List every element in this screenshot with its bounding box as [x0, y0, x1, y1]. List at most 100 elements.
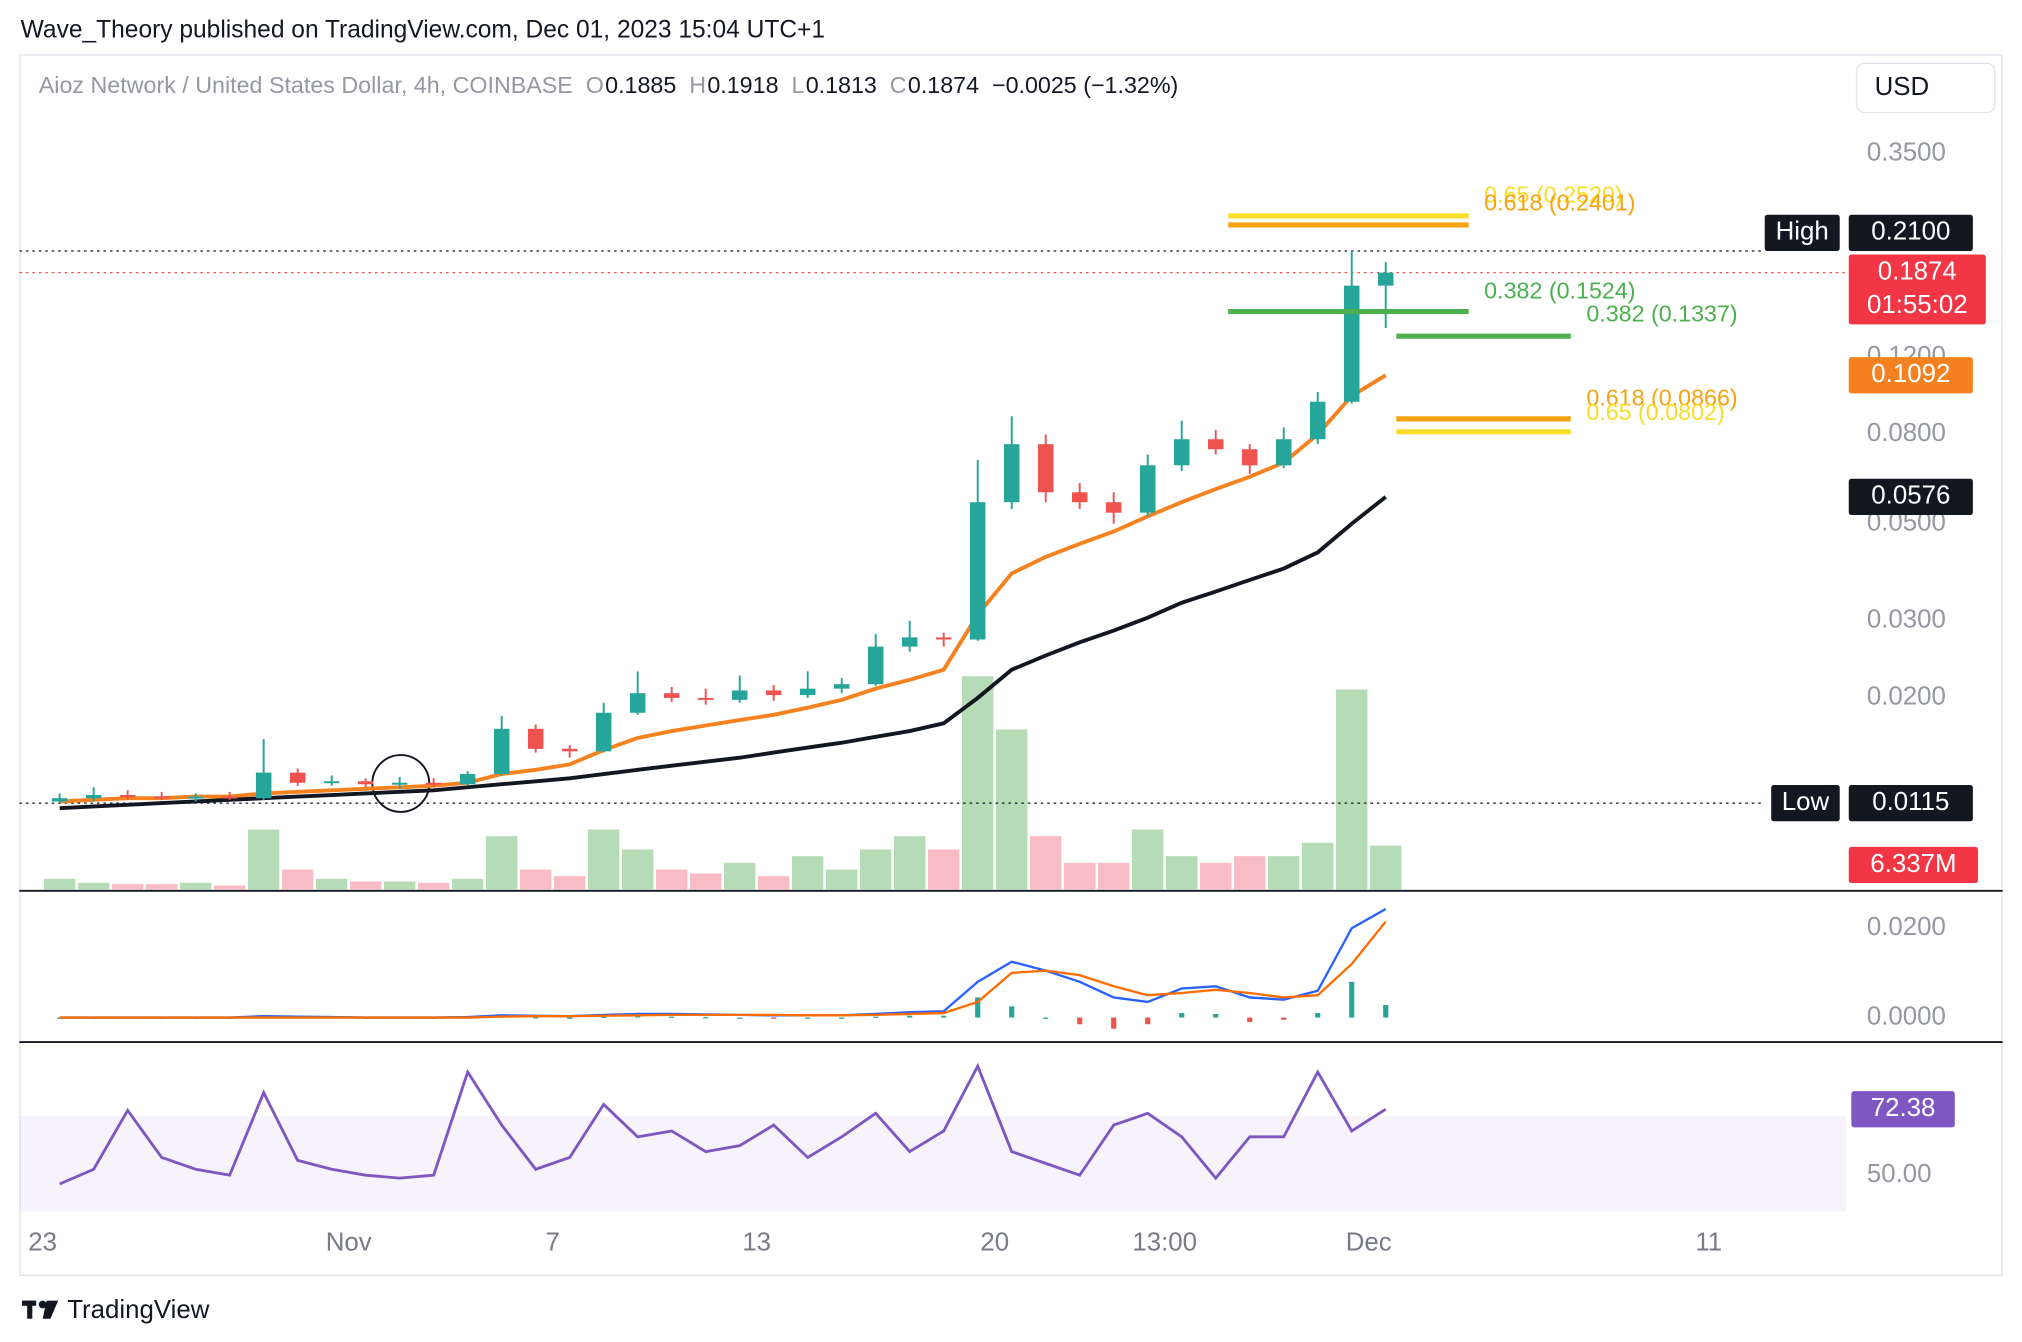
- macd-histogram-bar: [1383, 1005, 1389, 1018]
- volume-bar: [655, 869, 688, 890]
- low-title-box: [1771, 785, 1840, 822]
- x-tick-label: Nov: [326, 1229, 372, 1257]
- candle-body: [799, 688, 816, 696]
- volume-bar: [1336, 689, 1368, 890]
- volume-bar: [791, 856, 824, 890]
- macd-histogram-bar: [1111, 1017, 1117, 1029]
- y-tick-label: 0.0300: [1867, 606, 1946, 634]
- candle-body: [51, 798, 68, 802]
- volume-bar: [1030, 836, 1062, 890]
- rsi-badge: 72.38: [1871, 1094, 1936, 1122]
- low-value-box: [1848, 785, 1973, 822]
- candle-body: [357, 781, 374, 785]
- candle-body: [221, 796, 238, 799]
- candle-body: [1105, 502, 1122, 513]
- macd-histogram-bar: [567, 1017, 573, 1019]
- volume-bar: [689, 873, 722, 890]
- legend-text: 0.1813: [806, 72, 877, 98]
- last-price: 0.1874: [1878, 257, 1957, 285]
- x-tick-label: Dec: [1346, 1229, 1392, 1257]
- chart-frame: [19, 54, 2003, 1277]
- low-value: 0.0115: [1872, 788, 1949, 816]
- volume-bar: [893, 836, 926, 890]
- macd-histogram-bar: [1009, 1006, 1015, 1018]
- candle-body: [1275, 439, 1292, 466]
- y-tick-label: 0.3500: [1867, 139, 1946, 167]
- candle-body: [561, 748, 578, 752]
- high-value: 0.2100: [1871, 218, 1950, 246]
- brand-logo: [21, 1300, 59, 1319]
- y-tick-label: 50.00: [1867, 1160, 1932, 1188]
- macd-histogram-bar: [873, 1016, 879, 1018]
- macd-histogram-bar: [1077, 1017, 1083, 1025]
- volume-bar: [757, 876, 790, 890]
- high-title-box: [1764, 214, 1840, 251]
- candle-body: [119, 795, 136, 797]
- candle-body: [391, 782, 408, 785]
- volume-bar: [1200, 862, 1232, 890]
- macd-histogram-bar: [737, 1017, 743, 1019]
- ema-badge: 0.1092: [1871, 360, 1950, 388]
- candle-body: [153, 796, 170, 799]
- legend-text: −0.0025 (−1.32%): [992, 72, 1178, 98]
- volume-bar: [927, 849, 960, 890]
- logo-part: [27, 1300, 33, 1319]
- legend-text: L: [791, 72, 804, 98]
- x-tick-label: 20: [980, 1229, 1009, 1257]
- moving-average: [59, 495, 1387, 811]
- macd-histogram-bar: [771, 1017, 777, 1019]
- volume-bar: [587, 829, 620, 890]
- macd-histogram-bar: [907, 1015, 913, 1018]
- candle-body: [629, 693, 646, 713]
- legend-text: 0.1874: [908, 72, 979, 98]
- candle-body: [1139, 465, 1156, 513]
- candle-body: [85, 795, 102, 799]
- currency-label[interactable]: USD: [1875, 73, 1930, 101]
- candle-body: [493, 728, 510, 775]
- macd-histogram-bar: [669, 1016, 675, 1018]
- candle-body: [595, 712, 612, 752]
- candle-body: [935, 637, 952, 640]
- x-tick-label: 23: [28, 1229, 57, 1257]
- y-tick-label: 0.0000: [1867, 1002, 1946, 1030]
- macd-histogram-bar: [1247, 1017, 1253, 1022]
- y-tick-label: 0.0200: [1867, 683, 1946, 711]
- fib-label: 0.65 (0.2520): [1484, 182, 1622, 208]
- rsi-band: [19, 1116, 1847, 1212]
- macd-histogram-bar: [703, 1017, 709, 1019]
- volume-bar: [1132, 829, 1164, 890]
- volume-bar: [1302, 842, 1334, 890]
- currency-button[interactable]: [1855, 62, 1996, 114]
- volume-bar: [383, 881, 416, 890]
- volume-bar: [213, 885, 246, 890]
- candle-body: [901, 637, 918, 647]
- logo-part: [42, 1300, 59, 1319]
- macd-histogram-bar: [1315, 1013, 1321, 1018]
- countdown: 01:55:02: [1867, 291, 1968, 319]
- candle-body: [425, 782, 442, 785]
- volume-bar: [621, 849, 654, 890]
- candle-body: [833, 684, 850, 689]
- volume-bar: [1064, 862, 1096, 890]
- last-price-box: [1848, 254, 1986, 325]
- macd-histogram-bar: [1281, 1017, 1287, 1020]
- ema-badge-box: [1848, 357, 1973, 394]
- y-tick-label: 0.0200: [1867, 913, 1946, 941]
- candle-body: [459, 774, 476, 785]
- legend-text: H: [689, 72, 706, 98]
- macd-histogram-bar: [839, 1017, 845, 1019]
- volume-bar: [145, 884, 178, 890]
- volume-bar: [77, 882, 110, 890]
- rsi-line: [59, 1062, 1387, 1186]
- volume-bar: [1098, 862, 1130, 890]
- candle-body: [1309, 401, 1326, 440]
- macd-histogram-bar: [1043, 1017, 1049, 1019]
- macd-histogram-bar: [1145, 1017, 1151, 1025]
- legend-text: O: [586, 72, 604, 98]
- x-tick-label: 13:00: [1132, 1229, 1197, 1257]
- macd-line: [59, 920, 1387, 1019]
- volume-bar: [179, 882, 212, 890]
- x-tick-label: 13: [742, 1229, 771, 1257]
